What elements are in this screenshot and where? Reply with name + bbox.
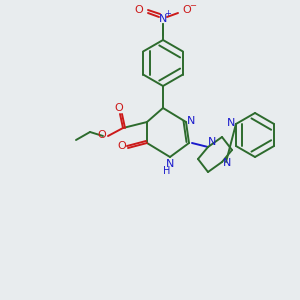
Text: N: N xyxy=(187,116,195,126)
Text: −: − xyxy=(190,2,196,10)
Text: O: O xyxy=(115,103,123,113)
Text: O: O xyxy=(118,141,126,151)
Text: N: N xyxy=(208,137,216,147)
Text: +: + xyxy=(165,10,171,19)
Text: H: H xyxy=(163,166,171,176)
Text: O: O xyxy=(135,5,143,15)
Text: N: N xyxy=(159,14,167,24)
Text: N: N xyxy=(223,158,231,168)
Text: O: O xyxy=(98,130,106,140)
Text: N: N xyxy=(227,118,235,128)
Text: O: O xyxy=(183,5,191,15)
Text: N: N xyxy=(166,159,174,169)
